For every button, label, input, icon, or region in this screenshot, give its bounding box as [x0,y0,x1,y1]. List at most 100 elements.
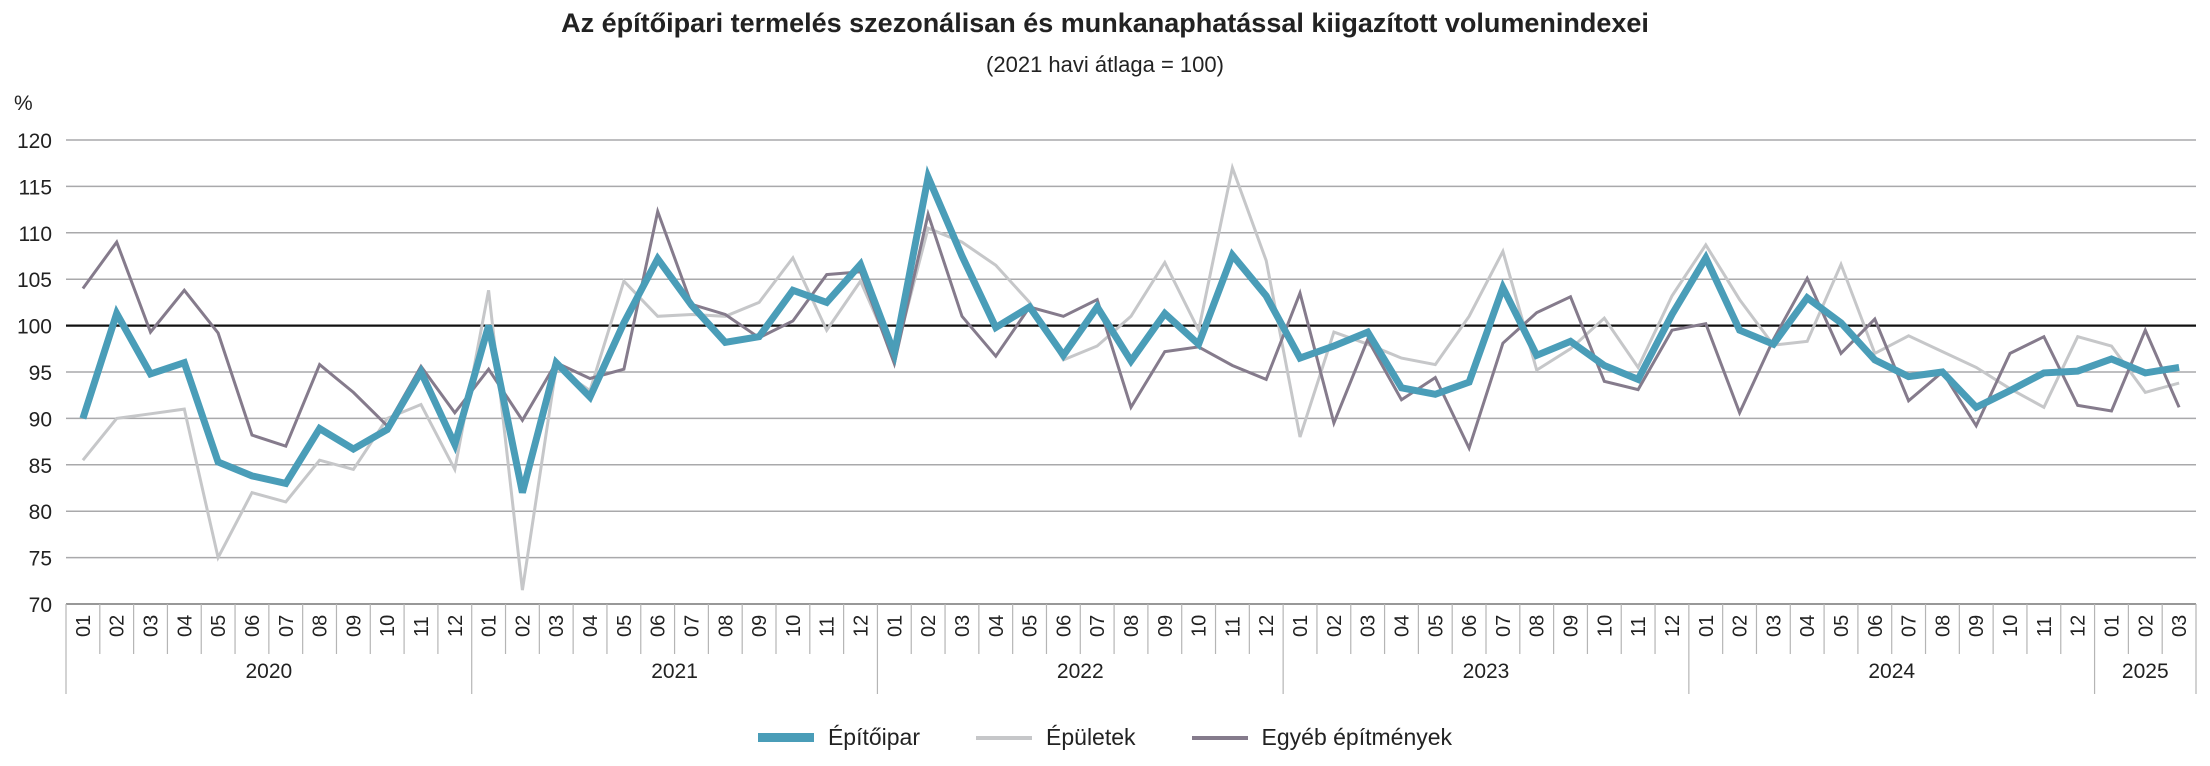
x-tick-label-month: 07 [1493,615,1515,637]
x-tick-label-year: 2021 [651,660,698,683]
x-tick-label-month: 02 [512,615,534,637]
x-tick-label-month: 11 [1628,616,1650,637]
x-tick-label-month: 05 [1425,615,1447,637]
x-tick-label-month: 08 [1527,615,1549,637]
x-tick-label-month: 06 [648,615,670,637]
x-tick-label-year: 2024 [1868,660,1915,683]
x-tick-label-month: 09 [1561,615,1583,637]
x-tick-label-month: 08 [310,615,332,637]
x-tick-label-month: 04 [174,615,196,637]
x-tick-label-month: 12 [1662,615,1684,637]
x-tick-label-month: 04 [1391,615,1413,637]
chart-title: Az építőipari termelés szezonálisan és m… [561,8,1649,38]
x-tick-label-month: 02 [107,615,129,637]
y-tick-label: 100 [17,316,52,339]
x-tick-label-month: 11 [817,616,839,637]
x-axis [65,603,2197,694]
x-tick-label-month: 10 [377,615,399,637]
x-tick-label-month: 08 [1932,615,1954,637]
x-tick-label-month: 04 [986,615,1008,637]
x-tick-label-month: 09 [343,615,365,637]
x-tick-label-month: 07 [681,615,703,637]
x-tick-label-month: 06 [1053,615,1075,637]
legend-swatch [976,735,1033,740]
x-tick-label-month: 05 [208,615,230,637]
y-tick-label: 75 [29,548,52,571]
series-line-epuletek [81,162,2180,591]
x-tick-label-year: 2020 [245,660,292,683]
x-tick-label-month: 03 [952,615,974,637]
y-tick-label: 85 [29,455,52,478]
x-tick-label-month: 08 [715,615,737,637]
x-tick-label-month: 09 [1966,615,1988,637]
x-tick-label-month: 03 [546,615,568,637]
x-tick-label-month: 05 [1020,615,1042,637]
y-tick-label: 95 [29,362,52,385]
y-tick-label: 115 [19,176,52,199]
gridlines [66,139,2196,559]
x-tick-label-month: 04 [580,615,602,637]
legend-item-epitoipar: Építőipar [757,724,921,751]
x-tick-label-month: 06 [242,615,264,637]
x-tick-label-month: 02 [918,615,940,637]
x-tick-label-month: 12 [1256,615,1278,637]
x-tick-label-month: 11 [1222,616,1244,637]
x-tick-label-year: 2025 [2122,660,2169,683]
x-tick-label-month: 03 [1358,615,1380,637]
legend-swatch [757,733,814,742]
x-tick-label-month: 05 [1831,615,1853,637]
x-tick-label-month: 10 [2000,615,2022,637]
x-tick-label-month: 06 [1459,615,1481,637]
x-tick-label-month: 12 [445,615,467,637]
series-line-egyeb-epitmenyek [81,206,2181,453]
x-tick-label-month: 10 [1189,615,1211,637]
x-tick-label-month: 12 [2068,615,2090,637]
x-tick-label-month: 01 [2101,615,2123,637]
chart-subtitle: (2021 havi átlaga = 100) [986,52,1224,77]
y-tick-label: 90 [29,408,52,431]
x-tick-label-month: 11 [2034,616,2056,637]
x-tick-label-month: 03 [2169,615,2191,637]
y-axis-unit-label: % [14,92,33,115]
series-lines [79,162,2181,591]
x-tick-label-year: 2023 [1463,660,1510,683]
y-tick-label: 120 [17,130,52,153]
y-tick-label: 110 [19,223,52,246]
x-tick-label-month: 02 [1730,615,1752,637]
x-tick-label-month: 01 [73,615,95,637]
x-tick-label-month: 12 [851,615,873,637]
x-tick-label-month: 07 [276,615,298,637]
legend: Építőipar Épületek Egyéb építmények [0,724,2210,751]
legend-label: Épületek [1046,724,1136,750]
x-tick-label-month: 03 [1763,615,1785,637]
legend-item-egyeb-epitmenyek: Egyéb építmények [1191,724,1453,751]
legend-label: Építőipar [827,724,921,750]
x-tick-label-month: 02 [1324,615,1346,637]
x-tick-label-month: 10 [783,615,805,637]
x-tick-label-month: 01 [884,615,906,637]
x-tick-label-month: 05 [614,615,636,637]
y-tick-label: 105 [17,269,52,292]
x-tick-label-month: 11 [411,616,433,637]
x-tick-label-month: 09 [1155,615,1177,637]
x-tick-label-month: 06 [1865,615,1887,637]
x-tick-label-month: 03 [141,615,163,637]
legend-label: Egyéb építmények [1261,724,1453,750]
x-tick-label-month: 10 [1594,615,1616,637]
x-tick-label-month: 01 [479,615,501,637]
x-tick-label-month: 09 [749,615,771,637]
y-tick-label: 70 [29,594,52,617]
series-line-epitoipar [79,165,2180,494]
x-tick-label-month: 07 [1899,615,1921,637]
x-tick-label-month: 08 [1121,615,1143,637]
legend-swatch [1191,735,1248,740]
x-tick-label-month: 01 [1290,615,1312,637]
x-tick-label-year: 2022 [1057,660,1104,683]
x-tick-label-month: 04 [1797,615,1819,637]
y-tick-label: 80 [29,501,52,524]
legend-item-epuletek: Épületek [976,724,1136,751]
x-tick-label-month: 07 [1087,615,1109,637]
x-tick-label-month: 02 [2135,615,2157,637]
